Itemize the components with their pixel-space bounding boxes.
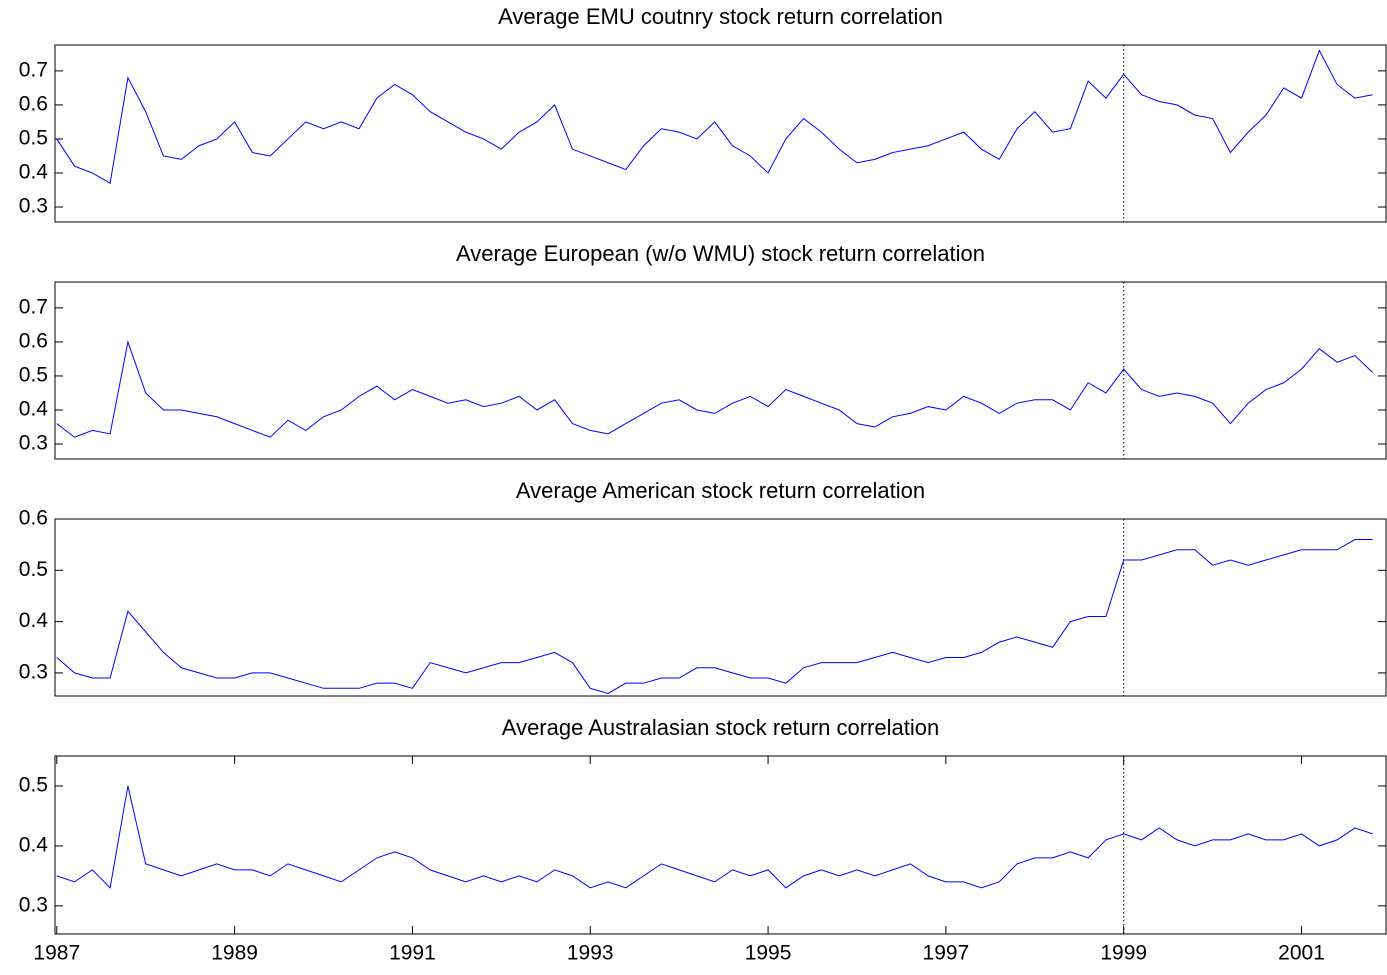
y-tick-label: 0.3 — [19, 195, 48, 218]
y-tick-label: 0.5 — [19, 363, 48, 386]
y-tick-label: 0.4 — [19, 398, 49, 421]
x-tick-label: 1987 — [33, 942, 80, 965]
chart-title: Average American stock return correlatio… — [516, 478, 925, 503]
x-tick-label: 2001 — [1278, 942, 1325, 965]
y-tick-label: 0.5 — [19, 558, 48, 581]
chart-title: Average Australasian stock return correl… — [502, 715, 939, 740]
y-tick-label: 0.6 — [19, 329, 48, 352]
x-tick-label: 1995 — [745, 942, 792, 965]
y-tick-label: 0.6 — [19, 507, 48, 530]
y-tick-label: 0.5 — [19, 126, 48, 149]
y-tick-label: 0.7 — [19, 58, 48, 81]
plot-frame — [54, 755, 1387, 935]
y-tick-label: 0.4 — [19, 833, 49, 856]
y-tick-label: 0.3 — [19, 893, 48, 916]
x-tick-label: 1989 — [211, 942, 258, 965]
series-line — [56, 539, 1373, 694]
plot-frame — [54, 518, 1387, 697]
series-line — [56, 785, 1373, 889]
y-tick-label: 0.7 — [19, 295, 48, 318]
plot-frame — [54, 281, 1387, 460]
chart-title: Average European (w/o WMU) stock return … — [456, 241, 985, 266]
x-tick-label: 1993 — [567, 942, 614, 965]
y-tick-label: 0.4 — [19, 161, 49, 184]
series-line — [56, 339, 1374, 438]
y-tick-label: 0.6 — [19, 92, 48, 115]
y-tick-label: 0.3 — [19, 432, 48, 455]
x-tick-label: 1999 — [1100, 942, 1147, 965]
y-tick-label: 0.5 — [19, 774, 48, 797]
x-tick-label: 1997 — [923, 942, 970, 965]
x-tick-label: 1991 — [389, 942, 436, 965]
chart-title: Average EMU coutnry stock return correla… — [498, 4, 943, 29]
series-line — [56, 49, 1373, 184]
y-tick-label: 0.4 — [19, 609, 49, 632]
y-tick-label: 0.3 — [19, 660, 48, 683]
plot-frame — [54, 44, 1387, 223]
